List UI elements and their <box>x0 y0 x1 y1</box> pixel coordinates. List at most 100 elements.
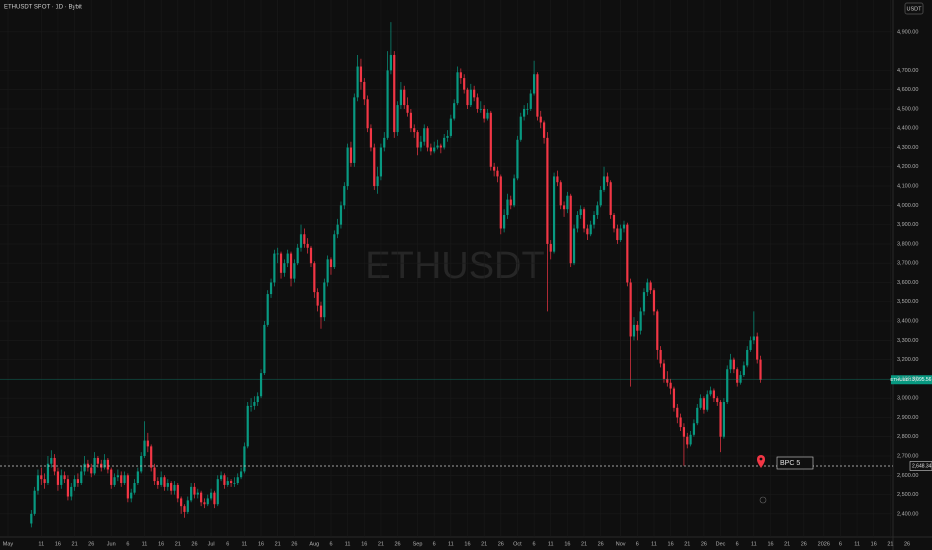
x-tick-label: 21 <box>784 541 790 547</box>
candle-body <box>53 457 56 472</box>
candle-body <box>163 477 166 487</box>
candle-body <box>469 89 472 106</box>
candle-body <box>80 471 83 484</box>
candle-body <box>439 145 442 148</box>
candle-body <box>556 176 559 183</box>
candle-body <box>156 481 159 485</box>
candle-body <box>652 290 656 312</box>
candle-body <box>193 486 196 495</box>
candle-body <box>592 214 596 225</box>
x-tick-label: 16 <box>464 541 470 547</box>
candle-body <box>759 359 762 380</box>
y-tick-label: 3,300.00 <box>897 338 918 344</box>
candle-body <box>443 137 446 148</box>
alert-box <box>909 461 932 471</box>
candle-body <box>709 390 712 395</box>
candle-body <box>106 459 109 470</box>
x-tick-label: Jun <box>107 541 116 547</box>
x-tick-label: 21 <box>72 541 78 547</box>
currency-button-label[interactable]: USDT <box>907 6 923 12</box>
candle-body <box>113 477 116 485</box>
candle-body <box>123 475 126 484</box>
alert-label: 2,648.34 <box>912 463 932 469</box>
watermark: ETHUSDT <box>365 245 544 287</box>
candle-body <box>686 436 689 445</box>
candle-body <box>229 481 233 484</box>
candle-body <box>616 228 619 241</box>
candle-body <box>296 247 299 264</box>
x-tick-label: Aug <box>309 541 319 547</box>
candle-body <box>639 311 642 331</box>
candle-body <box>126 475 129 499</box>
y-tick-label: 2,700.00 <box>897 453 918 459</box>
x-tick-label: Nov <box>616 541 626 547</box>
candle-body <box>549 243 552 252</box>
x-tick-label: 26 <box>88 541 94 547</box>
candle-body <box>180 498 183 507</box>
x-tick-label: 11 <box>548 541 554 547</box>
candle-body <box>706 394 709 410</box>
candle-body <box>326 259 329 283</box>
x-tick-label: 21 <box>175 541 181 547</box>
candle-body <box>309 247 313 264</box>
candle-body <box>299 234 303 248</box>
candle-body <box>513 178 516 206</box>
x-tick-label: 16 <box>55 541 61 547</box>
candle-body <box>133 483 136 493</box>
candle-body <box>379 147 383 177</box>
candle-body <box>692 423 696 435</box>
candle-body <box>429 147 432 152</box>
x-tick-label: 6 <box>433 541 436 547</box>
annotation-box <box>776 456 814 470</box>
candle-body <box>529 93 532 109</box>
candle-body <box>656 311 659 350</box>
candle-body <box>676 407 679 418</box>
candle-body <box>60 475 63 485</box>
y-tick-label: 4,200.00 <box>897 164 918 170</box>
candle-body <box>579 209 582 215</box>
candle-body <box>662 363 666 379</box>
last-price-label: 3,095.56 <box>912 377 932 383</box>
x-tick-label: 26 <box>191 541 197 547</box>
candle-body <box>316 292 319 306</box>
x-tick-label: 26 <box>291 541 297 547</box>
x-tick-label: 21 <box>684 541 690 547</box>
x-tick-label: 11 <box>751 541 757 547</box>
pin-marker <box>757 455 765 468</box>
x-tick-label: 16 <box>158 541 164 547</box>
candle-body <box>186 500 189 512</box>
candle-body <box>383 137 386 148</box>
y-tick-label: 3,600.00 <box>897 280 918 286</box>
candle-body <box>509 199 512 206</box>
candle-body <box>459 72 462 79</box>
y-tick-label: 3,000.00 <box>897 396 918 402</box>
event-icon <box>759 496 767 504</box>
y-tick-label: 4,100.00 <box>897 184 918 190</box>
y-tick-label: 2,800.00 <box>897 434 918 440</box>
candle-body <box>756 336 759 360</box>
x-tick-label: 26 <box>498 541 504 547</box>
candle-body <box>476 97 479 109</box>
candle-body <box>659 349 662 364</box>
candle-body <box>582 209 586 229</box>
x-tick-label: 21 <box>275 541 281 547</box>
candle-body <box>336 224 339 235</box>
candle-body <box>532 74 536 94</box>
candle-body <box>716 398 719 403</box>
candle-body <box>319 305 323 318</box>
candle-body <box>36 475 40 491</box>
candle-body <box>483 108 486 119</box>
currency-button[interactable] <box>904 2 924 15</box>
candle-body <box>589 224 592 235</box>
y-tick-label: 3,800.00 <box>897 241 918 247</box>
candle-body <box>473 89 476 98</box>
candle-body <box>506 199 509 215</box>
candle-body <box>749 340 752 350</box>
candle-body <box>413 128 416 133</box>
candle-body <box>646 282 649 293</box>
pin-dot <box>759 457 763 461</box>
x-tick-label: 6 <box>226 541 229 547</box>
y-tick-label: 2,600.00 <box>897 473 918 479</box>
x-tick-label: 21 <box>481 541 487 547</box>
candle-body <box>722 402 725 437</box>
